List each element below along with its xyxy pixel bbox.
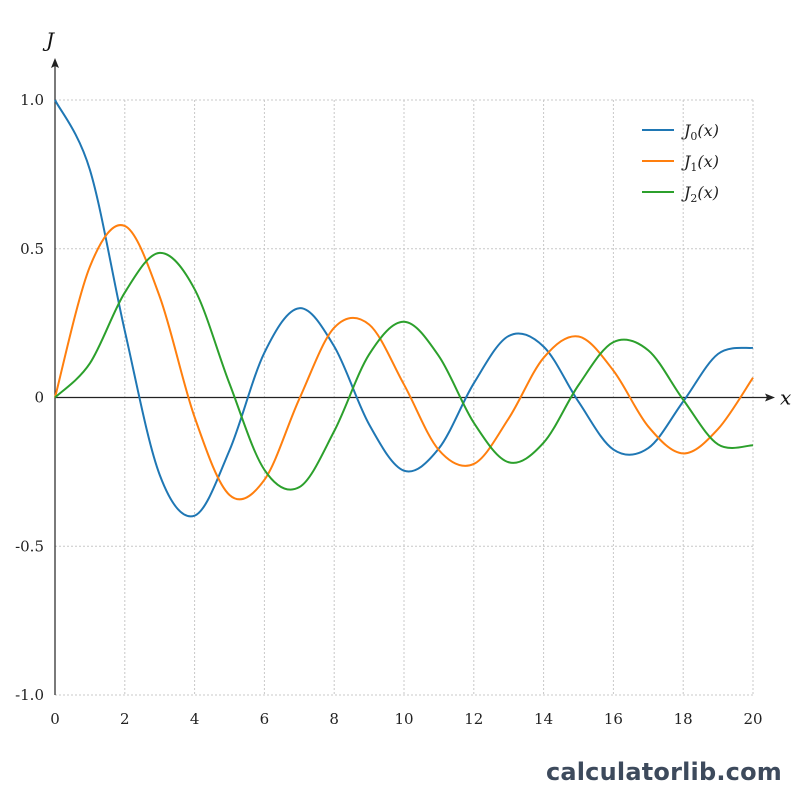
legend-label-arg: (x) xyxy=(697,121,719,140)
legend: J0(x)J1(x)J2(x) xyxy=(642,121,719,205)
legend-label-2: J2(x) xyxy=(681,183,719,205)
series-group xyxy=(54,99,754,518)
x-tick-label: 4 xyxy=(190,710,200,728)
x-tick-label: 18 xyxy=(674,710,693,728)
x-tick-label: 2 xyxy=(120,710,130,728)
legend-label-base: J xyxy=(681,183,692,202)
x-axis-label: x xyxy=(780,386,791,410)
y-axis-arrow xyxy=(51,58,59,68)
x-tick-label: 10 xyxy=(394,710,413,728)
legend-label-1: J1(x) xyxy=(681,152,719,174)
x-tick-label: 8 xyxy=(329,710,339,728)
legend-label-sub: 1 xyxy=(690,161,697,174)
y-tick-label: 0 xyxy=(34,389,44,407)
axes: xJ xyxy=(42,28,791,695)
y-tick-label: -0.5 xyxy=(15,537,44,555)
y-tick-label: 0.5 xyxy=(20,240,44,258)
legend-label-0: J0(x) xyxy=(681,121,719,143)
legend-label-base: J xyxy=(681,121,692,140)
y-axis-label: J xyxy=(42,28,55,52)
legend-label-base: J xyxy=(681,152,692,171)
x-tick-label: 12 xyxy=(464,710,483,728)
series-line-0 xyxy=(54,99,754,518)
legend-label-arg: (x) xyxy=(697,183,719,202)
x-tick-label: 6 xyxy=(260,710,270,728)
x-tick-label: 20 xyxy=(743,710,762,728)
x-tick-label: 0 xyxy=(50,710,60,728)
tick-labels: 0 2 4 6 8 10 12 14 16 18 201.00.50-0.5-1.0 xyxy=(15,91,762,728)
x-axis-arrow xyxy=(765,393,775,402)
legend-label-sub: 0 xyxy=(690,130,697,143)
legend-label-sub: 2 xyxy=(690,192,697,205)
x-tick-label: 16 xyxy=(604,710,623,728)
y-tick-label: -1.0 xyxy=(15,686,44,704)
watermark: calculatorlib.com xyxy=(545,758,782,786)
x-tick-label: 14 xyxy=(534,710,553,728)
series-line-1 xyxy=(54,224,754,501)
legend-label-arg: (x) xyxy=(697,152,719,171)
series-line-2 xyxy=(54,251,754,491)
y-tick-label: 1.0 xyxy=(20,91,44,109)
